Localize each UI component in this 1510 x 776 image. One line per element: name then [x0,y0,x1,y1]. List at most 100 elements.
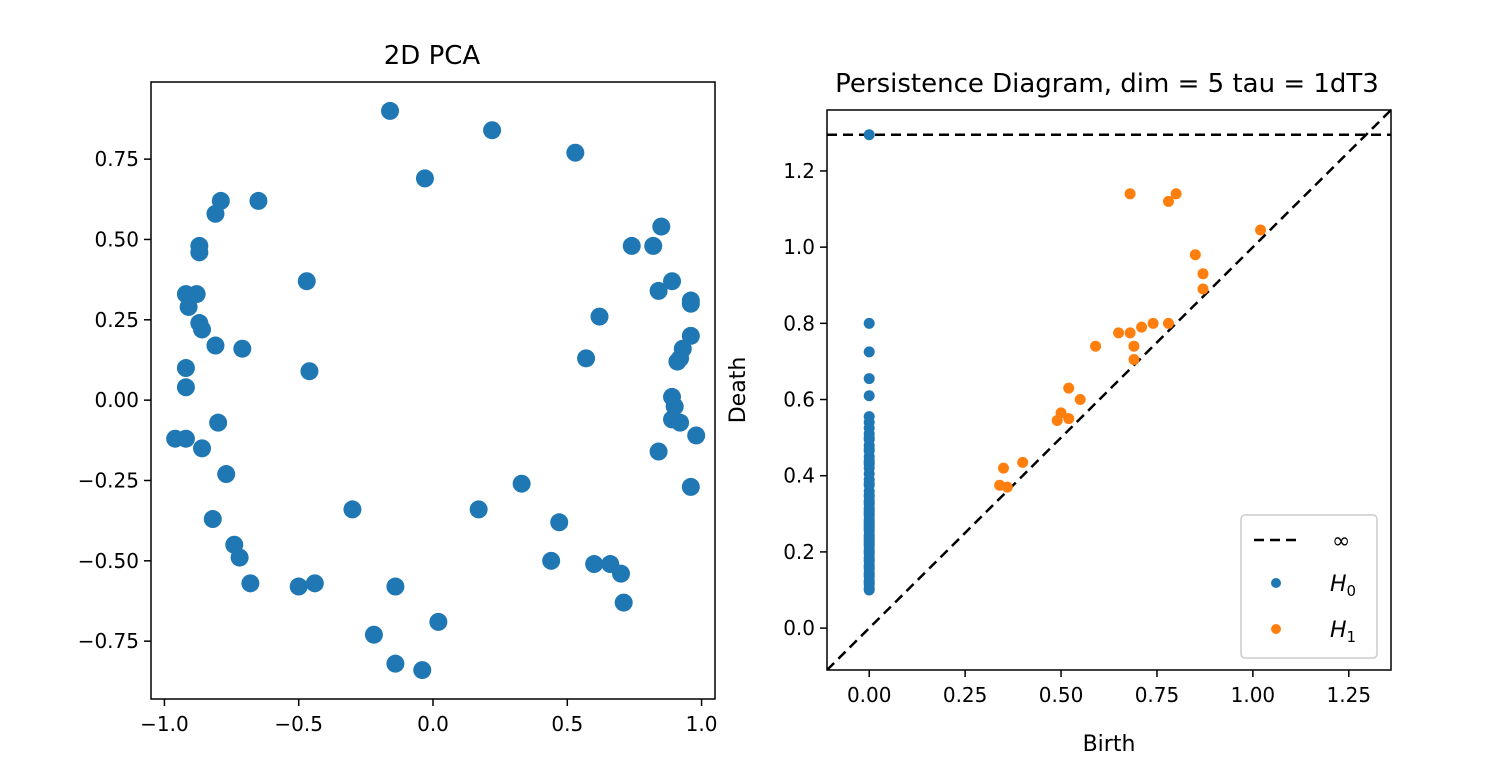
pca-point [209,413,228,432]
pd-h1-point [1255,224,1267,236]
pca-point [187,285,206,304]
pd-h1-point [1197,283,1209,295]
pca-point [483,121,502,140]
pca-chart-title: 2D PCA [384,41,481,71]
pca-point [249,191,268,210]
legend-h0-label: H0 [1330,572,1356,600]
pca-scatter-panel: 2D PCA −1.0 −0.5 0.0 0.5 1.0 −0.75 −0.50 −0.25… [78,41,718,736]
pca-point [203,510,222,529]
pd-h1-point [1074,394,1086,406]
pd-h1-point [1136,321,1148,333]
pd-h1-point [1189,249,1201,261]
pca-point [614,593,633,612]
pd-h0-point [863,432,875,444]
pd-h1-points [994,188,1267,493]
pd-h0-point [863,554,875,566]
pca-point [671,413,690,432]
pca-point [413,661,432,680]
pd-h1-point [1124,327,1136,339]
pca-y-axis-ticks: −0.75 −0.50 −0.25 0.00 0.25 0.50 0.75 [78,147,151,653]
pca-y-tick-label: 0.25 [94,308,139,332]
pd-x-tick-label: 0.50 [1039,683,1084,707]
pca-point [550,513,569,532]
pd-plot-frame [826,109,1392,671]
pca-x-tick-label: 1.0 [686,712,718,736]
persistence-diagram-panel: Persistence Diagram, dim = 5 tau = 1dT3 … [726,69,1392,757]
pca-point [577,349,596,368]
pd-h1-point [1063,382,1075,394]
pd-h0-point [863,508,875,520]
pca-point [512,474,531,493]
pd-chart-title: Persistence Diagram, dim = 5 tau = 1dT3 [835,69,1379,99]
pd-h1-point [1170,188,1182,200]
legend-h0-letter: H [1330,572,1347,597]
pca-x-tick-label: −1.0 [140,712,189,736]
pca-point [687,426,706,445]
pd-y-tick-label: 1.2 [783,159,815,183]
pca-point [681,294,700,313]
pca-x-tick-label: 0.0 [417,712,449,736]
pca-point [176,359,195,378]
pca-point [233,339,252,358]
pd-h0-point [863,129,875,141]
pca-point [176,378,195,397]
pca-point [469,500,488,519]
pca-point [206,204,225,223]
pca-point [668,352,687,371]
pd-h1-point [1017,456,1029,468]
pd-h1-point [1113,327,1125,339]
pd-y-axis-ticks: 0.0 0.2 0.4 0.6 0.8 1.0 1.2 [783,159,827,640]
pd-h1-point [1128,340,1140,352]
pca-y-tick-label: 0.75 [94,147,139,171]
pd-h0-point [863,546,875,558]
pd-y-tick-label: 0.6 [783,388,815,412]
pd-y-axis-title: Death [726,357,751,424]
pd-x-axis-title: Birth [1083,732,1136,757]
pd-h1-point [997,462,1009,474]
pd-h1-point [1197,268,1209,280]
pca-point [386,654,405,673]
pd-h0-point [863,317,875,329]
pca-point [241,574,260,593]
pca-point [415,169,434,188]
pca-point [585,555,604,574]
pca-point [381,101,400,120]
pd-legend: ∞ H0 H1 [1240,514,1378,659]
pd-h0-point [863,373,875,385]
pca-plot-frame [150,81,716,700]
pd-y-tick-label: 0.8 [783,311,815,335]
pd-h0-point [863,496,875,508]
legend-infinity-label: ∞ [1332,529,1350,554]
pd-h0-point [863,477,875,489]
pca-point [649,281,668,300]
pca-point [217,465,236,484]
pd-h0-point [863,519,875,531]
pd-y-tick-label: 0.4 [783,464,815,488]
pd-x-tick-label: 1.00 [1231,683,1276,707]
pca-point [663,272,682,291]
legend-h1-swatch [1271,624,1281,634]
pca-x-tick-label: 0.5 [551,712,583,736]
pd-h1-point [1128,354,1140,366]
pd-y-tick-label: 0.0 [783,616,815,640]
pca-point [429,612,448,631]
pd-h0-point [863,390,875,402]
legend-h0-swatch [1271,578,1281,588]
pca-points [166,101,706,680]
pd-h0-point [863,443,875,455]
pd-h0-point [863,576,875,588]
pd-diagonal-line [827,110,1391,670]
pca-point [190,243,209,262]
pd-h0-point [863,569,875,581]
pca-point [193,439,212,458]
pca-y-tick-label: 0.00 [94,388,139,412]
pd-y-tick-label: 1.0 [783,235,815,259]
pd-x-axis-ticks: 0.00 0.25 0.50 0.75 1.00 1.25 [847,670,1371,707]
pca-point [644,236,663,255]
pca-point [297,272,316,291]
pd-h1-point [1162,195,1174,207]
pca-x-tick-label: −0.5 [274,712,323,736]
pca-point [681,326,700,345]
pca-point [176,429,195,448]
pca-y-tick-label: −0.25 [78,468,139,492]
